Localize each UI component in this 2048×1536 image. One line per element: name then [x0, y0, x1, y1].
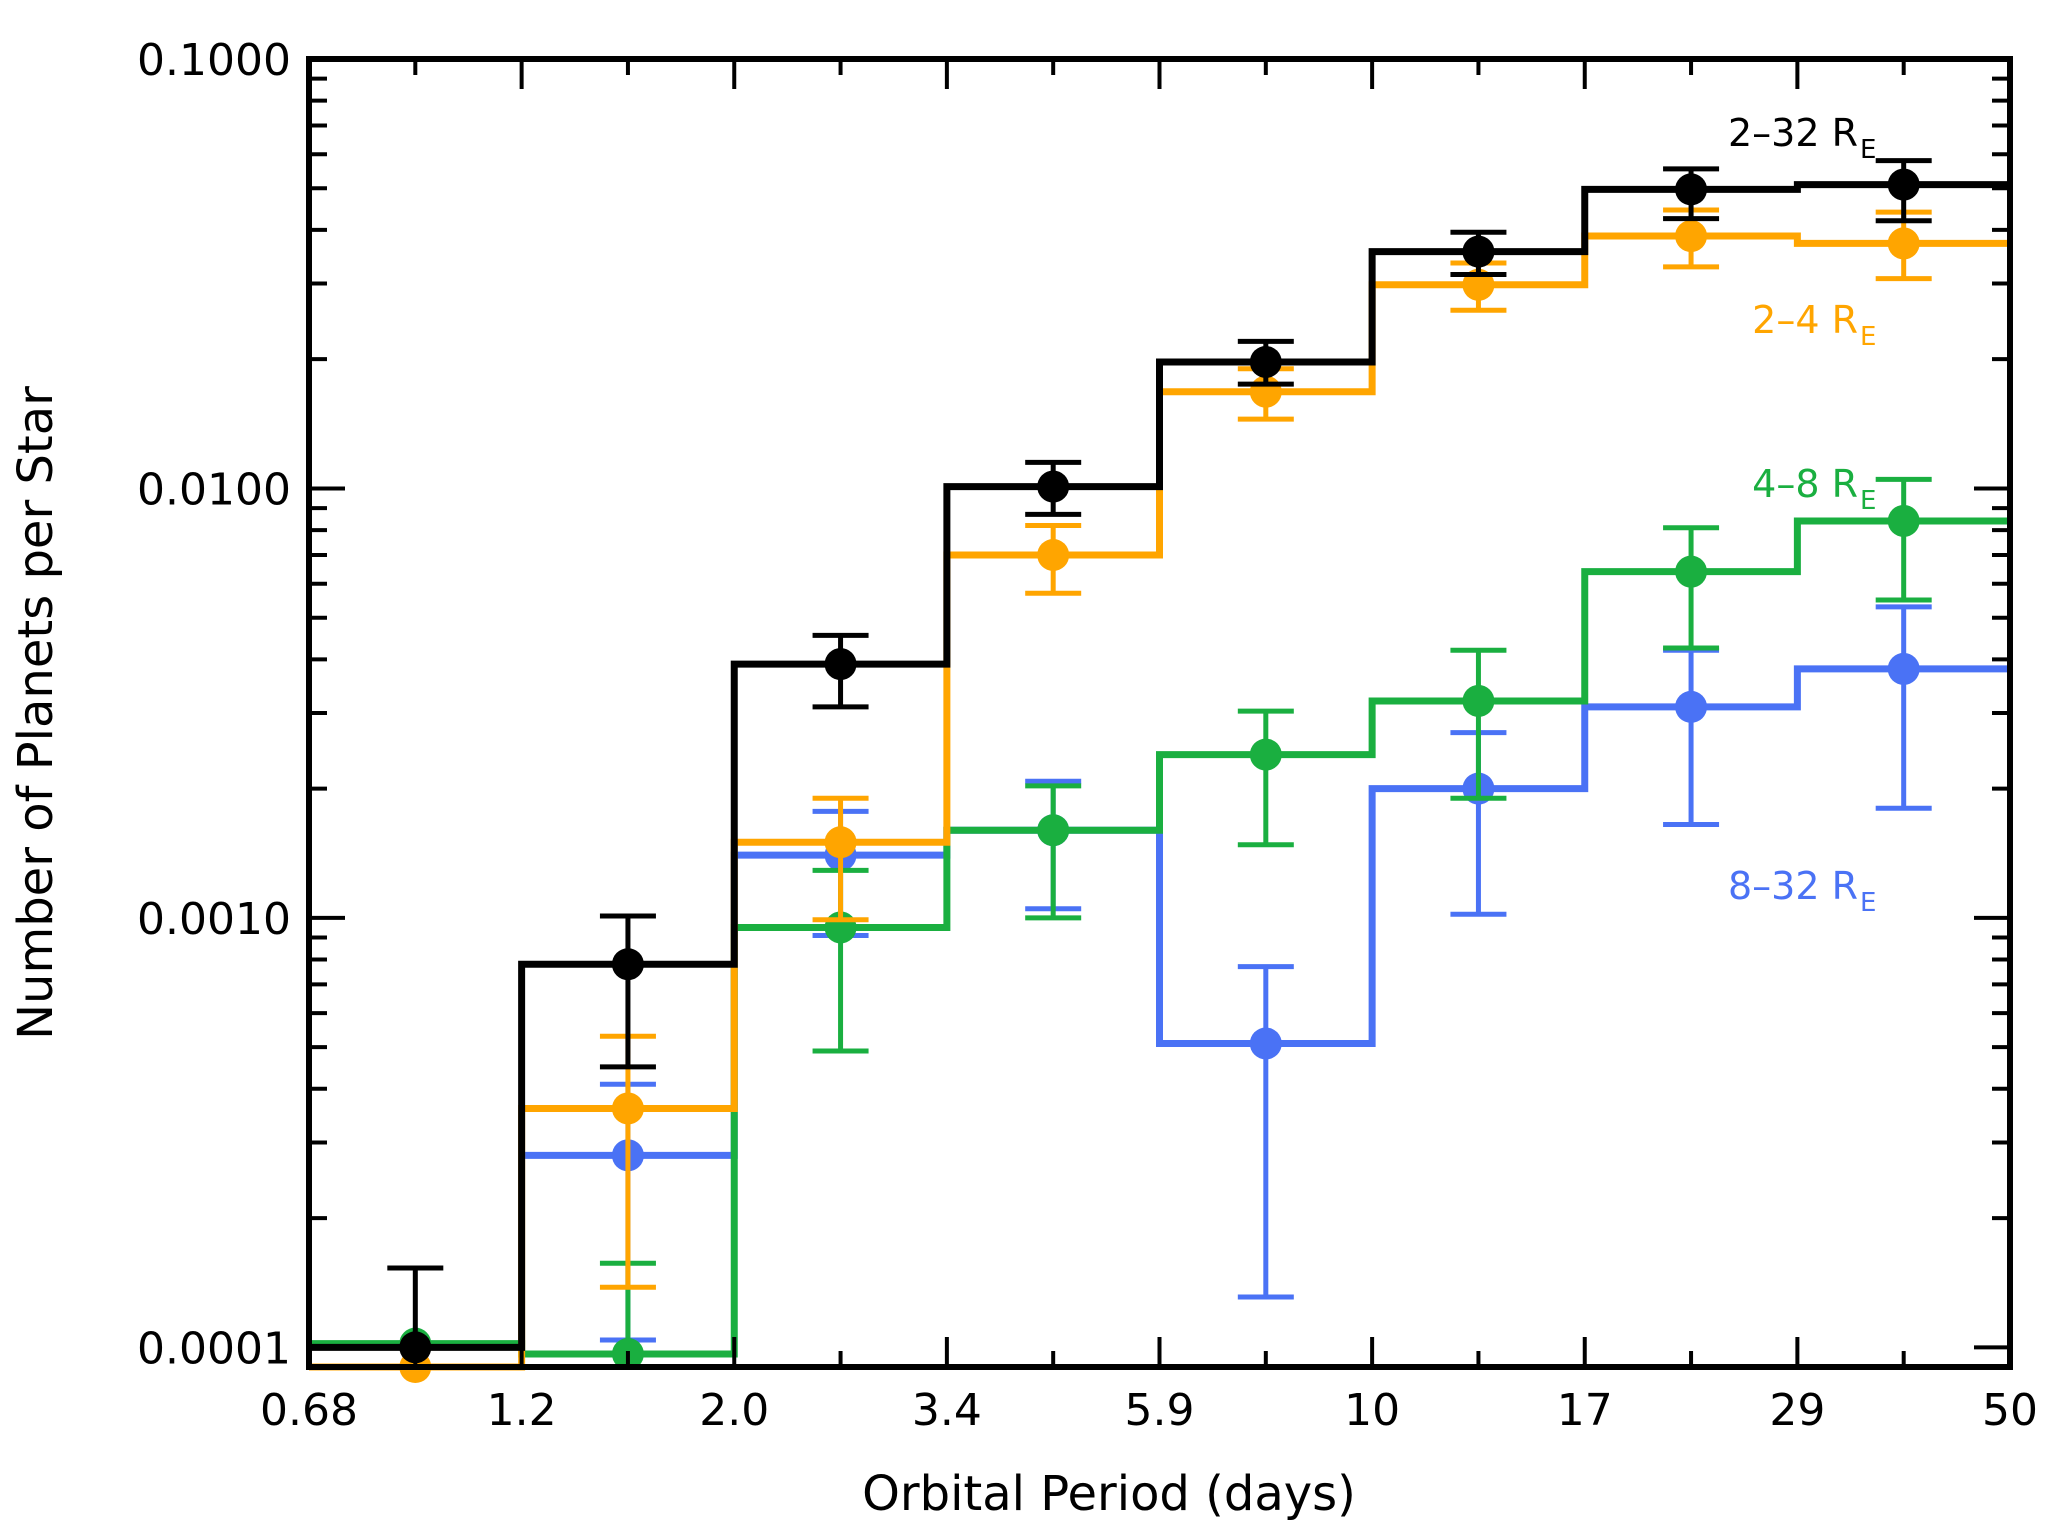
series-label-subscript: E — [1860, 888, 1876, 918]
y-tick-label: 0.0001 — [137, 1323, 291, 1374]
x-tick-label: 50 — [1982, 1385, 2038, 1436]
series-label-subscript: E — [1860, 135, 1876, 165]
x-tick-label: 0.68 — [260, 1385, 358, 1436]
data-point — [399, 1331, 432, 1364]
data-point — [1462, 235, 1495, 268]
data-point — [611, 948, 644, 981]
x-tick-label: 5.9 — [1125, 1385, 1195, 1436]
data-point — [1887, 227, 1920, 260]
data-point — [1675, 555, 1708, 588]
series-label-subscript: E — [1860, 486, 1876, 516]
x-tick-label: 2.0 — [699, 1385, 769, 1436]
x-tick-label: 17 — [1557, 1385, 1613, 1436]
axes-layer: 0.0001 0.0010 0.0100 0.1000 0.68 1.2 2.0 3.4 5.9… — [137, 35, 2038, 1436]
data-point — [824, 826, 857, 859]
data-point — [1037, 814, 1070, 847]
x-tick-label: 1.2 — [487, 1385, 557, 1436]
series-label-3: 4–8 R — [1752, 462, 1858, 506]
data-point — [1249, 738, 1282, 771]
series-layer — [309, 158, 2010, 1383]
x-axis-title: Orbital Period (days) — [862, 1466, 1356, 1522]
y-tick-label: 0.0010 — [137, 894, 291, 945]
series-label-4: 8–32 R — [1728, 864, 1858, 908]
data-point — [1462, 684, 1495, 717]
data-point — [1887, 168, 1920, 201]
data-point — [1037, 470, 1070, 503]
data-point — [1249, 1027, 1282, 1060]
data-point — [1887, 504, 1920, 537]
x-tick-label: 3.4 — [912, 1385, 982, 1436]
data-point — [1675, 690, 1708, 723]
data-point — [611, 1092, 644, 1125]
data-point — [1675, 173, 1708, 206]
y-tick-label: 0.0100 — [137, 464, 291, 515]
data-point — [1675, 220, 1708, 253]
plot-frame — [306, 56, 2013, 1370]
data-point — [1249, 345, 1282, 378]
series-label-2: 2–4 R — [1752, 298, 1858, 342]
x-tick-label: 10 — [1344, 1385, 1400, 1436]
series-label-1: 2–32 R — [1728, 111, 1858, 155]
data-point — [1887, 652, 1920, 685]
x-tick-label: 29 — [1769, 1385, 1825, 1436]
data-point — [1037, 538, 1070, 571]
y-tick-label: 0.1000 — [137, 35, 291, 86]
data-point — [824, 648, 857, 681]
series-1 — [309, 158, 2010, 1364]
y-axis-title: Number of Planets per Star — [8, 386, 64, 1040]
series-label-subscript: E — [1860, 322, 1876, 352]
